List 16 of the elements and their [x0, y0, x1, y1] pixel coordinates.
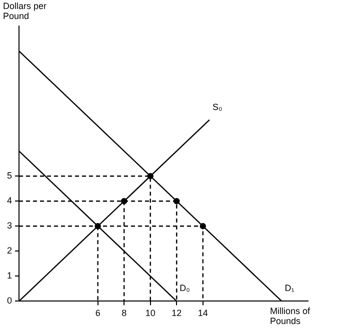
x-tick-label: 8 [122, 308, 127, 318]
x-axis-title: Millions of Pounds [270, 306, 311, 326]
x-tick-label: 14 [198, 308, 208, 318]
y-tick-label: 4 [6, 196, 12, 206]
annotation: D₀ [180, 283, 190, 294]
y-tick-label: 5 [6, 170, 12, 181]
y-tick-label: 2 [6, 246, 12, 256]
x-tick-label: 12 [172, 308, 182, 318]
annotation: S₀ [212, 102, 222, 112]
y-tick-label: 3 [6, 220, 12, 231]
y-tick-label: 0 [6, 296, 12, 306]
x-tick-label: 6 [95, 308, 100, 318]
y-axis-title: Dollars per Pound [3, 0, 47, 21]
x-tick-label: 10 [145, 308, 156, 318]
y-tick-label: 1 [6, 270, 12, 281]
annotation: D₁ [284, 283, 294, 294]
